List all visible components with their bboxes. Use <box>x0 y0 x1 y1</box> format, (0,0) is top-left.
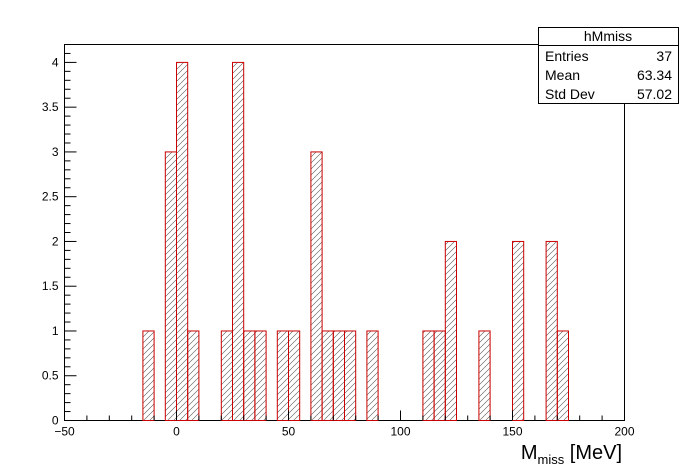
histogram-bar <box>512 240 525 421</box>
x-tick-label: 200 <box>614 425 634 439</box>
histogram-bar <box>444 240 457 421</box>
x-axis: −50 0 50 100 150 200 <box>54 410 635 439</box>
y-tick-label: 3.5 <box>42 100 59 114</box>
x-tick-label: 150 <box>502 425 522 439</box>
histogram-bar <box>254 330 267 422</box>
y-tick-label: 2.5 <box>42 190 59 204</box>
y-tick-label: 1.5 <box>42 279 59 293</box>
stats-title: hMmiss <box>584 28 632 44</box>
histogram-bar <box>332 330 345 422</box>
x-axis-title-main: M <box>521 442 538 464</box>
x-tick-label: 50 <box>282 425 296 439</box>
histogram-bar <box>545 240 558 421</box>
x-axis-title: Mmiss [MeV] <box>521 442 622 467</box>
histogram-bar <box>344 330 357 422</box>
histogram-bar <box>276 330 289 422</box>
stats-mean-label: Mean <box>545 67 580 83</box>
histogram-bar <box>176 61 189 422</box>
y-tick-label: 0 <box>52 414 59 428</box>
x-axis-title-unit: [MeV] <box>564 442 622 464</box>
stats-stddev-label: Std Dev <box>545 86 595 102</box>
x-tick-label: −50 <box>54 425 75 439</box>
histogram-bar <box>243 330 256 422</box>
y-tick-label: 1 <box>52 324 59 338</box>
y-tick-label: 3 <box>52 145 59 159</box>
stats-entries-label: Entries <box>545 48 589 64</box>
histogram-bar <box>321 330 334 422</box>
histogram-bar <box>187 330 200 422</box>
histogram-bar <box>288 330 301 422</box>
y-tick-label: 2 <box>52 234 59 248</box>
y-axis: 0 0.5 1 1.5 2 2.5 3 3.5 4 <box>42 44 77 428</box>
histogram-bar <box>142 330 155 422</box>
histogram-bar <box>366 330 379 422</box>
x-axis-title-sub: miss <box>537 452 564 467</box>
histogram-bar <box>478 330 491 422</box>
histogram-bar <box>422 330 435 422</box>
bars-group <box>142 61 569 422</box>
histogram-bar <box>220 330 234 422</box>
stats-box: hMmiss Entries 37 Mean 63.34 Std Dev 57.… <box>538 27 679 104</box>
stats-mean-value: 63.34 <box>637 67 672 83</box>
x-tick-label: 100 <box>390 425 410 439</box>
histogram-bar <box>556 330 569 422</box>
histogram-bar <box>164 151 178 422</box>
y-tick-label: 0.5 <box>42 369 59 383</box>
stats-entries-value: 37 <box>656 48 672 64</box>
histogram-bar <box>232 61 245 422</box>
y-tick-label: 4 <box>52 55 59 69</box>
x-tick-label: 0 <box>173 425 180 439</box>
histogram-bar <box>310 151 323 422</box>
stats-stddev-value: 57.02 <box>637 86 672 102</box>
histogram-bar <box>433 330 446 422</box>
